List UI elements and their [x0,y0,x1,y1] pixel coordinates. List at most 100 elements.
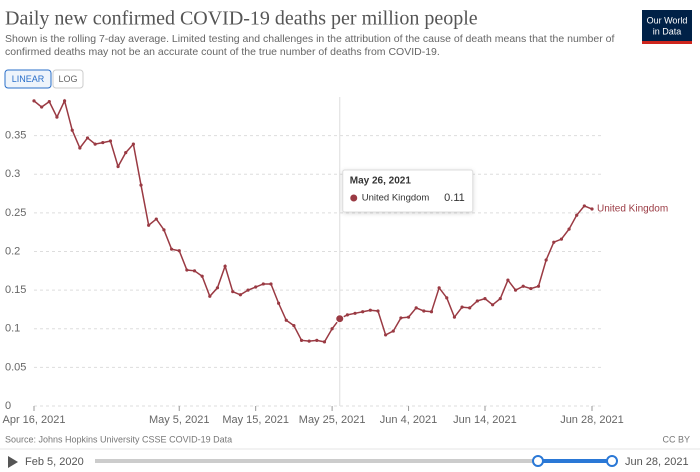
data-point [552,240,556,244]
tooltip [342,169,474,213]
x-tick-label: May 25, 2021 [299,414,366,426]
data-point [231,290,235,294]
data-point [376,309,380,313]
y-tick-label: 0.05 [5,361,26,373]
data-point [85,136,90,140]
license: CC BY [662,434,690,444]
data-point [131,142,135,146]
data-point [567,227,571,231]
x-tick-label: Jun 28, 2021 [560,414,624,426]
data-point [177,249,181,253]
data-point [521,284,525,288]
y-tick-label: 0.2 [5,245,20,257]
x-tick-label: May 5, 2021 [149,414,210,426]
data-point [368,308,372,312]
data-point [238,293,242,297]
data-point [78,146,82,150]
data-point [361,310,365,314]
tooltip-series: United Kingdom [362,193,430,204]
play-button[interactable] [8,456,18,468]
data-point [185,268,189,272]
data-point [93,142,97,146]
series-line [33,98,593,343]
data-point [330,327,334,331]
series-label: United Kingdom [597,204,668,215]
x-tick-label: Jun 4, 2021 [380,414,438,426]
data-point [575,213,579,217]
data-point [384,333,388,337]
data-point [223,264,227,268]
data-point [322,340,327,344]
data-point [315,338,319,342]
log-button-label[interactable]: LOG [58,74,77,84]
data-point [284,318,288,322]
data-point [345,313,349,317]
logo-text: in Data [653,26,682,36]
chart-title: Daily new confirmed COVID-19 deaths per … [5,8,478,30]
data-point [437,286,441,290]
data-point [277,301,281,305]
data-point [506,278,510,282]
data-point [429,310,434,314]
y-tick-label: 0.1 [5,323,20,335]
y-tick-label: 0.3 [5,168,20,180]
subtitle: confirmed deaths may not be an accurate … [5,46,440,58]
data-point [47,100,51,104]
data-point [32,99,36,103]
data-point [62,99,67,103]
data-point [483,297,487,301]
data-point [208,294,212,298]
tooltip-value: 0.11 [444,192,465,204]
data-point [536,284,541,288]
log-button[interactable] [52,69,84,89]
timeline-start: Feb 5, 2020 [25,456,84,468]
data-point [261,282,265,286]
data-point [445,296,449,300]
data-point [299,338,304,342]
tooltip-date: May 26, 2021 [350,176,412,187]
plot: 0 0.05 0.1 0.15 0.2 0.25 0.3 0.35 Apr 16, 2021 Ma… [3,97,668,426]
subtitle: Shown is the rolling 7-day average. Limi… [5,33,614,45]
source[interactable]: Source: Johns Hopkins University CSSE CO… [5,434,232,444]
timeline-handle[interactable] [532,455,544,467]
data-point [246,288,250,292]
data-point [452,315,457,319]
data-point [559,237,564,241]
data-point [254,285,258,289]
tooltip-swatch [350,194,358,202]
data-point [353,311,357,315]
data-point [169,247,174,251]
data-point [116,164,120,169]
data-point [422,309,426,313]
data-point [544,258,548,262]
linear-button-label[interactable]: LINEAR [12,74,45,84]
data-point [498,297,502,301]
data-point [162,228,166,232]
data-point [200,274,204,278]
x-tick-label: Jun 14, 2021 [453,414,517,426]
y-tick-label: 0.15 [5,284,26,296]
y-tick-label: 0 [5,400,11,412]
logo[interactable] [642,10,692,44]
x-tick-label: May 15, 2021 [222,414,289,426]
data-point [582,204,586,208]
data-point [147,223,151,227]
linear-button[interactable] [4,69,52,89]
data-point [215,286,220,290]
data-point [192,269,197,273]
data-point [139,183,143,187]
data-point [70,128,74,132]
hover-point [335,314,345,324]
logo-text: Our World [647,15,688,25]
data-point [154,217,158,221]
timeline-end: Jun 28, 2021 [625,456,689,468]
data-point [406,315,411,319]
timeline-handle[interactable] [606,455,618,467]
data-point [513,288,518,292]
data-point [460,305,464,309]
data-point [55,115,59,119]
x-tick-label: Apr 16, 2021 [3,414,66,426]
data-point [124,151,128,155]
